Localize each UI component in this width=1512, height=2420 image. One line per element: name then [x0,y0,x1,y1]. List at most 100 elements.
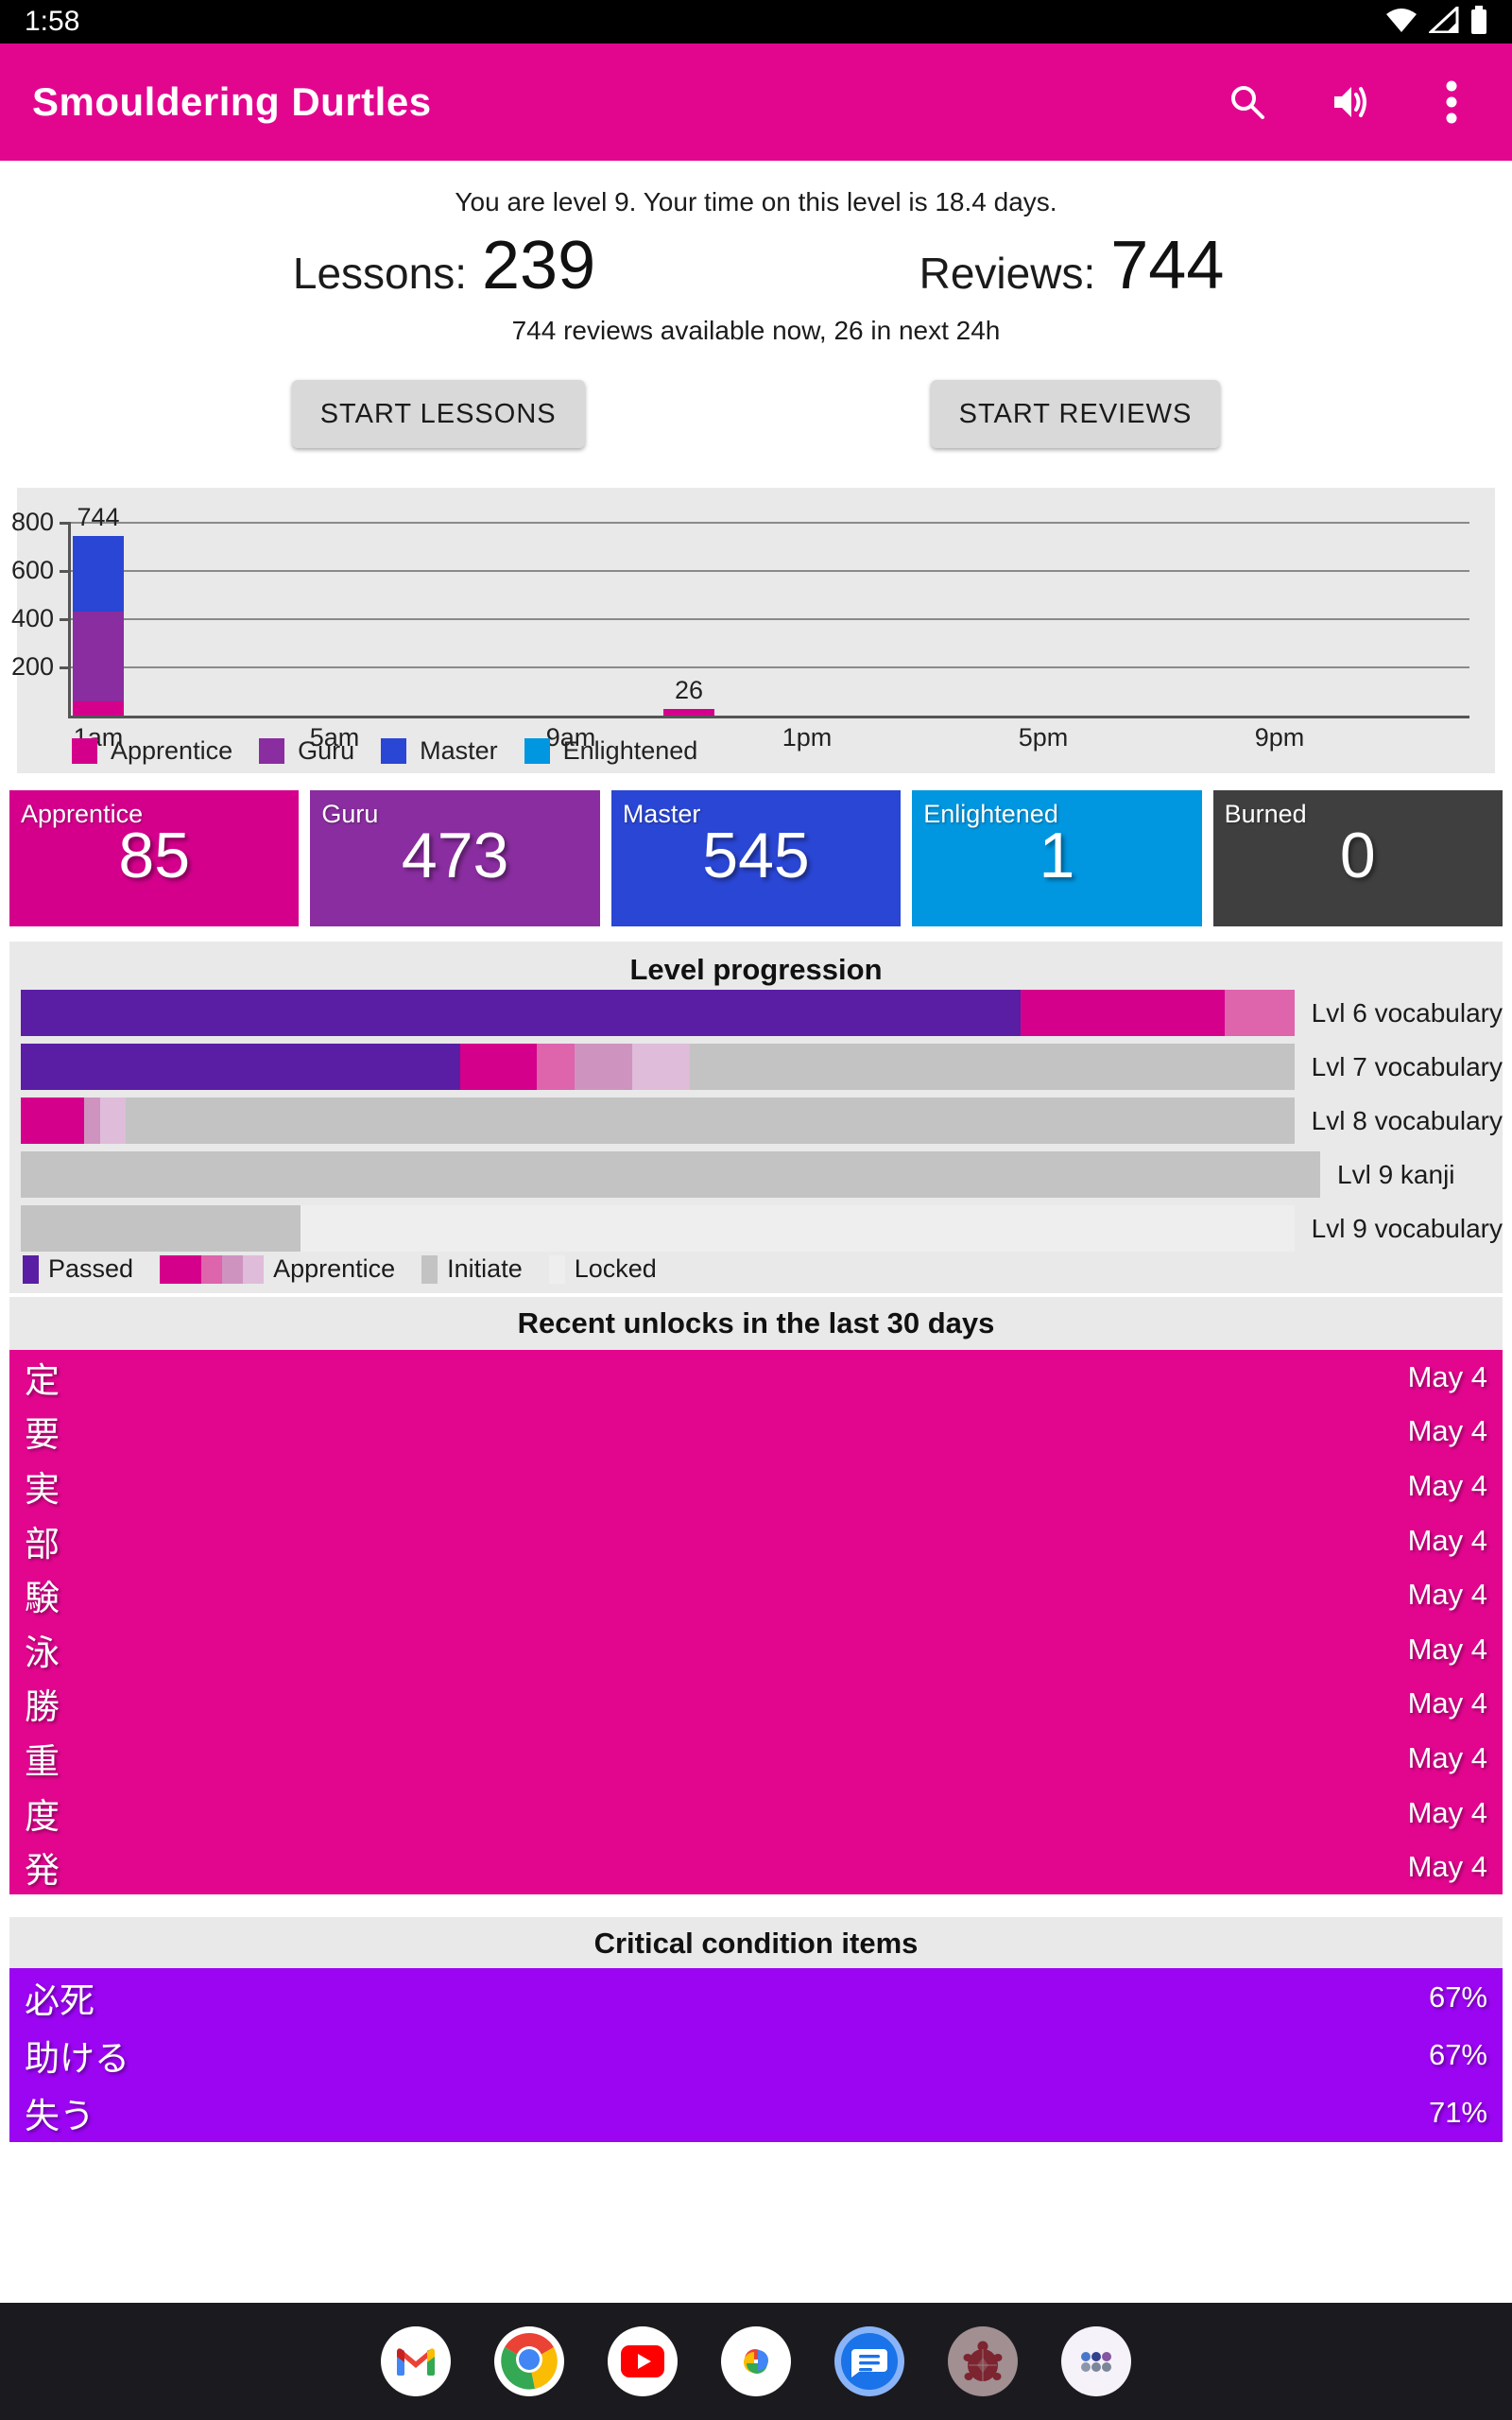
level-progression-title: Level progression [629,953,883,986]
progression-segment-initiate [21,1151,1320,1198]
progression-segment-apprentice1 [21,1098,85,1144]
critical-percentage: 71% [1428,2096,1487,2130]
stage-card-label: Apprentice [21,800,144,828]
recent-unlock-row[interactable]: 験 May 4 [9,1567,1503,1622]
progression-segment-apprentice2 [1224,990,1295,1036]
volume-icon[interactable] [1327,79,1372,125]
progression-segment-initiate [125,1098,1295,1144]
legend-swatch-guru [259,738,285,764]
youtube-icon[interactable] [608,2326,678,2396]
recent-unlock-row[interactable]: 定 May 4 [9,1350,1503,1405]
progression-bar [21,990,1295,1036]
x-axis-label: 5pm [1018,723,1069,752]
progression-segment-initiate [689,1044,1295,1090]
chart-gridline [71,618,1469,620]
reviews-count: 744 [1110,228,1225,303]
progression-legend-label: Passed [48,1254,134,1283]
level-progression-row: Lvl 7 vocabulary [9,1044,1503,1090]
stage-card-label: Enlightened [923,800,1058,828]
stage-card-burned[interactable]: Burned 0 [1212,790,1503,926]
recent-unlock-row[interactable]: 勝 May 4 [9,1677,1503,1732]
recent-unlock-row[interactable]: 部 May 4 [9,1513,1503,1568]
lessons-stat: Lessons: 239 [66,227,822,304]
unlock-date: May 4 [1407,1468,1487,1502]
critical-items-list: 必死 67% 助ける 67% 失う 71% [9,1968,1503,2142]
gmail-icon[interactable] [381,2326,451,2396]
legend-swatch-master [381,738,407,764]
recent-unlock-row[interactable]: 泳 May 4 [9,1622,1503,1677]
legend-label: Enlightened [562,736,698,765]
y-axis-tick [60,617,71,621]
x-axis-label: 1pm [782,723,833,752]
x-axis-label: 9pm [1254,723,1305,752]
overflow-menu-icon[interactable] [1429,79,1474,125]
level-progression-rows: Lvl 6 vocabulary Lvl 7 vocabulary Lvl 8 vo… [9,990,1503,1259]
cell-signal-icon [1427,4,1459,38]
stage-card-enlightened[interactable]: Enlightened 1 [912,790,1202,926]
progression-segment-apprentice1 [459,1044,537,1090]
durtles-app-icon[interactable] [948,2326,1018,2396]
y-axis-label: 600 [10,556,54,584]
chrome-icon[interactable] [494,2326,564,2396]
bar-segment-apprentice [73,700,124,716]
critical-item-row[interactable]: 失う 71% [9,2084,1503,2142]
stage-card-master[interactable]: Master 545 [610,790,902,926]
unlock-date: May 4 [1407,1795,1487,1829]
critical-item-row[interactable]: 助ける 67% [9,2026,1503,2083]
messages-icon[interactable] [834,2326,904,2396]
stage-card-apprentice[interactable]: Apprentice 85 [9,790,300,926]
unlock-subject-kanji: 実 [25,1469,60,1509]
clock: 1:58 [25,6,80,37]
bar-value-label: 26 [674,676,704,705]
start-lessons-button[interactable]: START LESSONS [291,380,585,448]
unlock-date: May 4 [1407,1578,1487,1612]
reviews-label: Reviews: [919,249,1096,298]
unlock-date: May 4 [1407,1740,1487,1774]
progression-legend-swatch [421,1254,438,1284]
progression-segment-apprentice2 [536,1044,576,1090]
progression-segment-initiate [21,1205,301,1252]
app-drawer-icon[interactable] [1061,2326,1131,2396]
chart-gridline [71,570,1469,572]
level-progression-legend: Passed Apprentice Initiate Locked [23,1254,683,1284]
critical-percentage: 67% [1428,1979,1487,2014]
availability-text: 744 reviews available now, 26 in next 24… [511,316,1001,345]
y-axis-label: 200 [10,652,54,681]
critical-percentage: 67% [1428,2037,1487,2071]
progression-legend-label: Apprentice [273,1254,396,1283]
search-icon[interactable] [1225,79,1270,125]
recent-unlocks-list: 定 May 4 要 May 4 実 May 4 部 May 4 験 May 4 泳 May 4 勝 May… [9,1350,1503,1894]
recent-unlock-row[interactable]: 発 May 4 [9,1840,1503,1894]
unlock-date: May 4 [1407,1632,1487,1666]
x-axis-label: 9am [545,723,596,752]
y-axis-label: 400 [10,604,54,632]
critical-items-title: Critical condition items [593,1927,919,1960]
unlock-date: May 4 [1407,1686,1487,1720]
recent-unlock-row[interactable]: 度 May 4 [9,1786,1503,1841]
progression-bar [21,1205,1295,1252]
recent-unlock-row[interactable]: 重 May 4 [9,1731,1503,1786]
lessons-label: Lessons: [292,249,467,298]
start-reviews-button[interactable]: START REVIEWS [930,380,1221,448]
photos-icon[interactable] [721,2326,791,2396]
recent-unlocks-title: Recent unlocks in the last 30 days [517,1306,995,1340]
progression-row-label: Lvl 6 vocabulary [1311,997,1503,1028]
legend-swatch-apprentice [72,738,97,764]
unlock-subject-kanji: 度 [25,1796,60,1836]
progression-segment-apprentice1 [1020,990,1225,1036]
progression-segment-locked [301,1205,1295,1252]
legend-label: Guru [298,736,355,765]
recent-unlock-row[interactable]: 要 May 4 [9,1405,1503,1460]
stage-card-label: Guru [321,800,379,828]
stage-card-label: Burned [1224,800,1307,828]
progression-row-label: Lvl 7 vocabulary [1311,1051,1503,1081]
unlock-subject-kanji: 定 [25,1360,60,1400]
battery-icon [1470,5,1487,39]
unlock-date: May 4 [1407,1414,1487,1448]
stage-card-guru[interactable]: Guru 473 [310,790,600,926]
y-axis-tick [60,569,71,573]
recent-unlock-row[interactable]: 実 May 4 [9,1459,1503,1513]
stats-row: Lessons: 239 Reviews: 744 [0,227,1512,304]
critical-item-row[interactable]: 必死 67% [9,1968,1503,2026]
progression-legend-swatch [23,1254,39,1284]
